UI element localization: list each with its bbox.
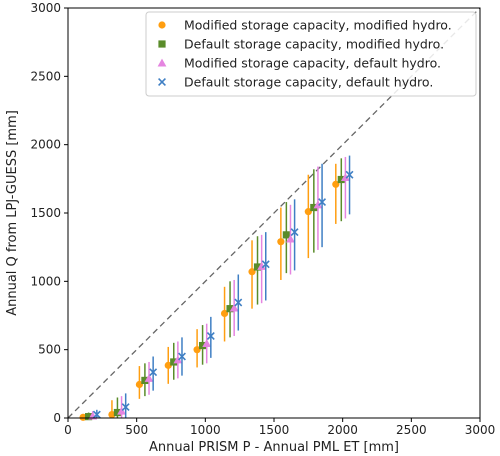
data-point-stroke-b bbox=[121, 403, 130, 412]
data-point bbox=[229, 303, 239, 312]
legend-marker bbox=[158, 78, 166, 86]
data-point bbox=[226, 305, 234, 313]
data-point bbox=[108, 410, 116, 419]
legend-label: Modified storage capacity, modified hydr… bbox=[184, 18, 452, 33]
legend-marker bbox=[158, 21, 166, 29]
y-tick-label: 2000 bbox=[30, 138, 61, 152]
data-point bbox=[149, 368, 158, 377]
data-point bbox=[261, 260, 270, 269]
y-tick-label: 2500 bbox=[30, 69, 61, 83]
data-point bbox=[257, 261, 267, 270]
legend-marker bbox=[158, 40, 166, 48]
data-point-stroke-b bbox=[261, 260, 270, 269]
legend-label: Modified storage capacity, default hydro… bbox=[184, 56, 441, 71]
data-point bbox=[341, 173, 350, 181]
data-point bbox=[164, 361, 172, 369]
y-axis-label: Annual Q from LPJ-GUESS [mm] bbox=[5, 110, 20, 316]
data-point bbox=[198, 341, 207, 350]
data-point bbox=[286, 234, 295, 243]
data-point-stroke-b bbox=[290, 228, 299, 237]
y-tick-label: 1000 bbox=[30, 274, 61, 288]
x-tick-label: 0 bbox=[64, 423, 72, 437]
data-point-stroke-b bbox=[149, 368, 158, 377]
data-point bbox=[178, 352, 186, 361]
legend-label: Default storage capacity, default hydro. bbox=[184, 75, 433, 90]
data-point bbox=[144, 373, 154, 382]
data-point-stroke-b bbox=[206, 332, 215, 340]
data-point bbox=[282, 231, 290, 239]
data-point bbox=[345, 170, 354, 179]
x-tick-label: 2500 bbox=[396, 423, 427, 437]
x-axis-label: Annual PRISM P - Annual PML ET [mm] bbox=[149, 440, 399, 455]
data-point bbox=[85, 413, 93, 421]
data-point bbox=[313, 200, 323, 209]
y-tick-label: 0 bbox=[53, 411, 61, 425]
data-point bbox=[277, 238, 285, 246]
series-2 bbox=[85, 158, 345, 421]
data-point bbox=[234, 298, 243, 307]
data-point bbox=[206, 332, 215, 340]
data-point bbox=[193, 346, 201, 354]
x-tick-label: 3000 bbox=[465, 423, 496, 437]
data-point bbox=[113, 408, 122, 417]
data-point bbox=[220, 309, 229, 318]
data-point bbox=[117, 406, 126, 415]
axes: 0 500 1000 1500 2000 2500 3000 0 500 1000 1500 2000… bbox=[30, 1, 495, 437]
y-tick-label: 1500 bbox=[30, 206, 61, 220]
legend-marker bbox=[157, 58, 167, 67]
data-point-stroke-b bbox=[92, 410, 101, 419]
series-1 bbox=[79, 163, 340, 421]
data-point-stroke-b bbox=[234, 298, 243, 307]
data-point bbox=[79, 413, 87, 421]
data-point bbox=[121, 403, 130, 412]
data-point bbox=[141, 376, 149, 385]
data-point bbox=[310, 203, 318, 212]
y-tick-label: 500 bbox=[38, 343, 61, 357]
plot-area bbox=[67, 7, 481, 421]
legend-box bbox=[145, 11, 477, 97]
data-point bbox=[170, 358, 178, 366]
x-tick-label: 1000 bbox=[190, 423, 221, 437]
x-tick-label: 2000 bbox=[327, 423, 358, 437]
data-point bbox=[318, 198, 327, 207]
legend-marker-stroke-b bbox=[158, 78, 166, 86]
series-3 bbox=[88, 156, 350, 420]
legend-label: Default storage capacity, modified hydro… bbox=[184, 37, 444, 52]
data-point bbox=[92, 410, 101, 419]
series-4 bbox=[92, 155, 354, 419]
data-point bbox=[290, 228, 299, 237]
data-point-stroke-b bbox=[345, 170, 354, 179]
data-point bbox=[332, 180, 340, 188]
x-tick-label: 1500 bbox=[259, 423, 290, 437]
data-point bbox=[173, 355, 183, 364]
legend: Modified storage capacity, modified hydr… bbox=[145, 11, 477, 97]
data-point bbox=[248, 268, 256, 276]
data-point bbox=[304, 208, 312, 216]
data-point bbox=[337, 175, 345, 184]
y-tick-label: 3000 bbox=[30, 1, 61, 15]
data-point bbox=[253, 263, 262, 271]
x-tick-label: 500 bbox=[125, 423, 148, 437]
data-point bbox=[135, 380, 144, 389]
data-point-stroke-b bbox=[318, 198, 327, 207]
data-point bbox=[202, 339, 212, 348]
data-point-stroke-b bbox=[178, 352, 186, 361]
